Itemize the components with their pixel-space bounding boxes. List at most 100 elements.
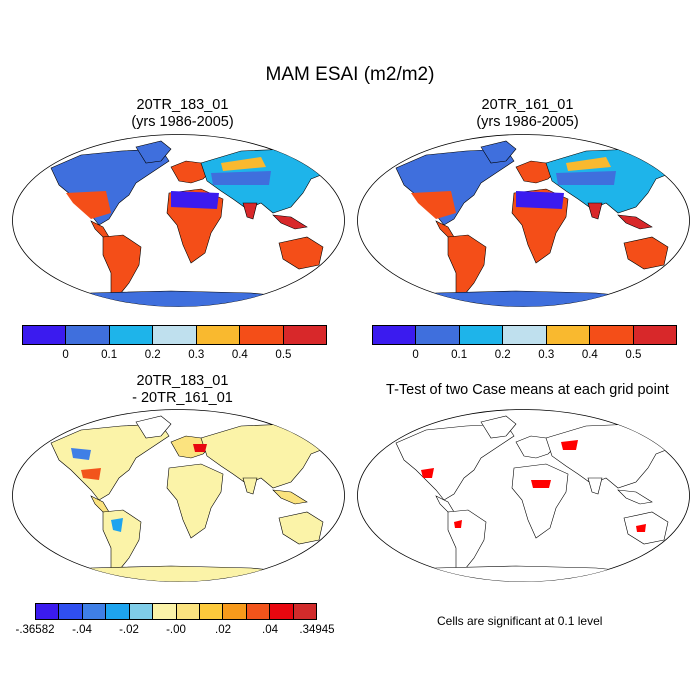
land-se-asia xyxy=(272,214,308,230)
field-patch xyxy=(221,157,266,171)
colorbar-tick-label: .02 xyxy=(215,624,231,636)
land-se-asia xyxy=(617,489,653,505)
colorbar-difference xyxy=(35,603,317,620)
field-patch xyxy=(516,191,564,209)
field-patch xyxy=(556,171,616,185)
land-australia xyxy=(278,511,324,545)
panel-title-line1: 20TR_161_01 xyxy=(481,97,574,113)
land-antarctica xyxy=(40,290,312,307)
panel-title-line1: 20TR_183_01 xyxy=(136,373,229,389)
land-australia xyxy=(623,511,669,545)
map-case1 xyxy=(12,134,345,307)
colorbar-tick-label: 0.3 xyxy=(538,349,555,361)
map-ttest xyxy=(357,409,690,582)
colorbar-box xyxy=(416,326,460,344)
land-greenland xyxy=(480,415,517,439)
field-patch xyxy=(566,157,611,171)
field-patch xyxy=(454,520,462,528)
colorbar-tick-label: 0.4 xyxy=(231,349,248,361)
panel-title-line1: 20TR_183_01 xyxy=(136,97,229,113)
colorbar-box xyxy=(633,326,676,344)
colorbar-case2-labels: 0 0.1 0.2 0.3 0.4 0.5 xyxy=(372,349,677,363)
land-south-america xyxy=(447,234,487,300)
land-greenland xyxy=(135,140,172,164)
land-africa xyxy=(166,463,224,539)
panel-title-line2: (yrs 1986-2005) xyxy=(476,114,579,130)
land-south-america xyxy=(102,234,142,300)
colorbar-box xyxy=(546,326,591,344)
colorbar-box xyxy=(176,604,200,619)
field-patch xyxy=(421,468,434,478)
colorbar-tick-label: 0.1 xyxy=(101,349,118,361)
field-patch xyxy=(171,191,219,209)
field-patch xyxy=(111,518,123,532)
panel-title-line1: T-Test of two Case means at each grid po… xyxy=(386,382,669,398)
colorbar-tick-label: 0.5 xyxy=(625,349,642,361)
colorbar-box xyxy=(246,604,271,619)
colorbar-tick-label: -.04 xyxy=(72,624,92,636)
colorbar-case1 xyxy=(22,325,327,345)
colorbar-tick-label: 0.2 xyxy=(144,349,161,361)
colorbar-tick-label: -.36582 xyxy=(15,624,55,636)
colorbar-case1-labels: 0 0.1 0.2 0.3 0.4 0.5 xyxy=(22,349,327,363)
land-india xyxy=(587,477,603,495)
colorbar-box xyxy=(240,326,284,344)
field-patch xyxy=(411,191,456,219)
colorbar-tick-label: 0.4 xyxy=(581,349,598,361)
map-case2 xyxy=(357,134,690,307)
colorbar-box xyxy=(503,326,547,344)
colorbar-box xyxy=(196,326,241,344)
colorbar-tick-label: .04 xyxy=(262,624,278,636)
significance-note: Cells are significant at 0.1 level xyxy=(437,614,603,628)
land-australia xyxy=(623,236,669,270)
colorbar-tick-label: 0.2 xyxy=(494,349,511,361)
panel-title-case1: 20TR_183_01 (yrs 1986-2005) xyxy=(15,97,350,131)
colorbar-box xyxy=(283,326,326,344)
colorbar-box xyxy=(153,326,197,344)
map-difference xyxy=(12,409,345,582)
land-se-asia xyxy=(617,214,653,230)
panel-title-ttest: T-Test of two Case means at each grid po… xyxy=(355,382,700,399)
colorbar-box xyxy=(66,326,110,344)
colorbar-box xyxy=(129,604,154,619)
field-patch xyxy=(636,524,646,532)
colorbar-tick-label: -.00 xyxy=(166,624,186,636)
field-patch xyxy=(71,448,91,460)
field-patch xyxy=(531,480,551,488)
panel-title-diff: 20TR_183_01 - 20TR_161_01 xyxy=(15,373,350,407)
colorbar-difference-labels: -.36582 -.04 -.02 -.00 .02 .04 .34945 xyxy=(15,624,334,638)
colorbar-box xyxy=(223,604,247,619)
colorbar-tick-label: .34945 xyxy=(299,624,335,636)
colorbar-box xyxy=(109,326,154,344)
colorbar-box xyxy=(373,326,417,344)
land-greenland xyxy=(480,140,517,164)
colorbar-tick-label: -.02 xyxy=(119,624,139,636)
land-greenland xyxy=(135,415,172,439)
land-se-asia xyxy=(272,489,308,505)
land-india xyxy=(242,202,258,220)
colorbar-box xyxy=(199,604,224,619)
colorbar-box xyxy=(23,326,67,344)
panel-title-line2: - 20TR_161_01 xyxy=(132,390,233,406)
colorbar-tick-label: 0 xyxy=(412,349,419,361)
land-australia xyxy=(278,236,324,270)
land-africa xyxy=(511,463,569,539)
colorbar-case2 xyxy=(372,325,677,345)
colorbar-box xyxy=(82,604,107,619)
colorbar-box xyxy=(36,604,60,619)
field-patch xyxy=(561,440,578,450)
land-antarctica xyxy=(385,565,657,582)
field-patch xyxy=(66,191,111,219)
colorbar-tick-label: 0.1 xyxy=(451,349,468,361)
colorbar-box xyxy=(270,604,294,619)
colorbar-box xyxy=(590,326,634,344)
colorbar-box xyxy=(293,604,317,619)
figure-title: MAM ESAI (m2/m2) xyxy=(265,64,435,85)
field-patch xyxy=(193,444,207,452)
land-antarctica xyxy=(40,565,312,582)
land-antarctica xyxy=(385,290,657,307)
colorbar-box xyxy=(106,604,130,619)
colorbar-box xyxy=(59,604,83,619)
colorbar-tick-label: 0.5 xyxy=(275,349,292,361)
colorbar-tick-label: 0 xyxy=(62,349,69,361)
